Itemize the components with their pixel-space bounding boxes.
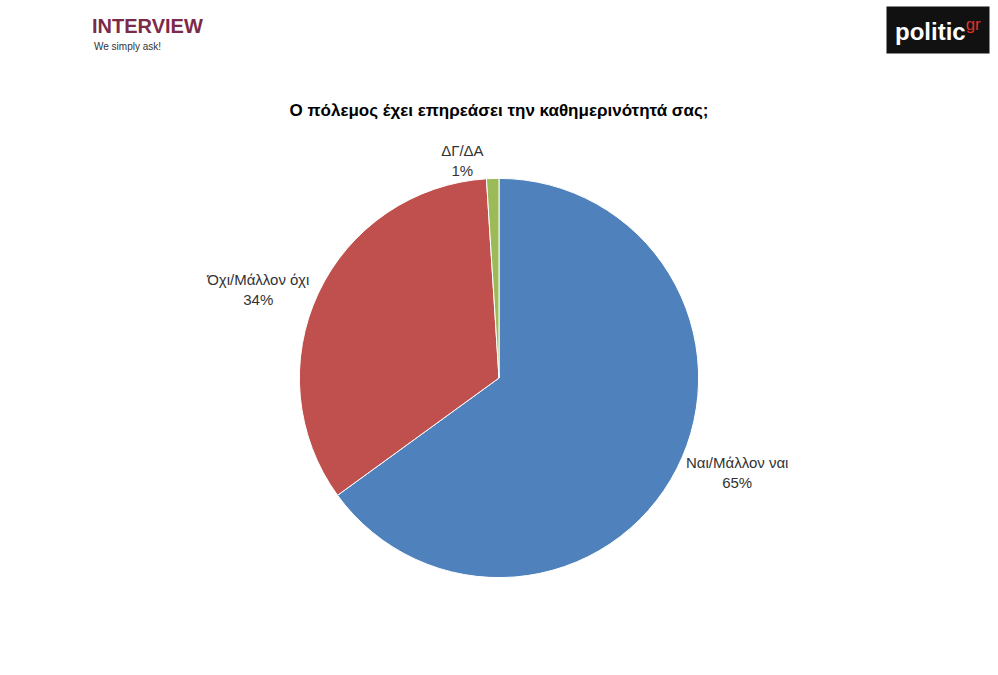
svg-text:politic​gr​: politic​gr​	[895, 15, 981, 45]
svg-text:Ναι/Μάλλον ναι65%: Ναι/Μάλλον ναι65%	[686, 454, 788, 491]
svg-text:INTERVIEW: INTERVIEW	[92, 15, 203, 37]
svg-text:We simply ask!: We simply ask!	[94, 41, 161, 52]
svg-text:Ο πόλεμος έχει επηρεάσει την κ: Ο πόλεμος έχει επηρεάσει την καθημερινότ…	[290, 101, 709, 120]
svg-text:ΔΓ/ΔΑ1%: ΔΓ/ΔΑ1%	[441, 142, 483, 179]
svg-text:Όχι/Μάλλον όχι34%: Όχι/Μάλλον όχι34%	[206, 271, 309, 308]
